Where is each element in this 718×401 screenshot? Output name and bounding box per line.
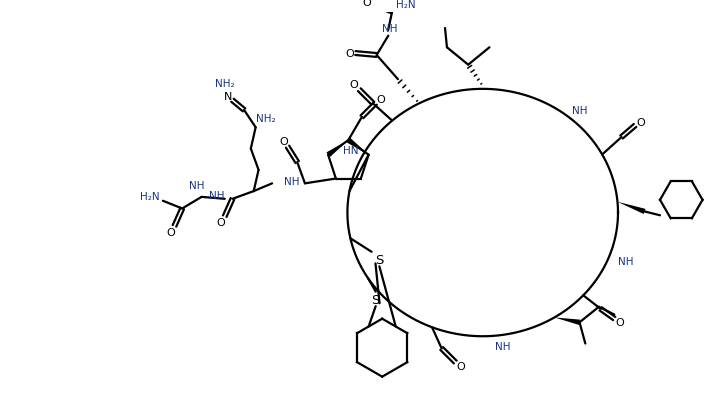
Text: NH: NH (383, 24, 398, 34)
Polygon shape (617, 202, 645, 215)
Text: S: S (376, 253, 383, 266)
Text: O: O (279, 136, 288, 146)
Text: NH: NH (617, 256, 633, 266)
Text: NH: NH (189, 181, 205, 191)
Text: N: N (223, 92, 232, 102)
Text: O: O (457, 361, 465, 371)
Text: H₂N: H₂N (396, 0, 416, 10)
Polygon shape (347, 138, 368, 155)
Text: NH: NH (495, 341, 510, 351)
Text: O: O (345, 49, 354, 59)
Text: O: O (167, 227, 175, 237)
Text: H₂N: H₂N (139, 191, 159, 201)
Text: NH: NH (209, 190, 225, 200)
Text: NH₂: NH₂ (256, 113, 275, 124)
Text: S: S (371, 293, 380, 306)
Text: O: O (363, 0, 371, 8)
Text: O: O (615, 318, 625, 328)
Text: O: O (377, 95, 386, 105)
Polygon shape (554, 318, 580, 325)
Polygon shape (327, 141, 348, 158)
Text: O: O (349, 80, 358, 90)
Text: O: O (217, 217, 225, 227)
Text: NH: NH (572, 106, 587, 116)
Text: NH: NH (284, 177, 299, 187)
Text: NH₂: NH₂ (215, 79, 235, 89)
Text: HN: HN (342, 146, 358, 156)
Text: O: O (636, 117, 645, 127)
